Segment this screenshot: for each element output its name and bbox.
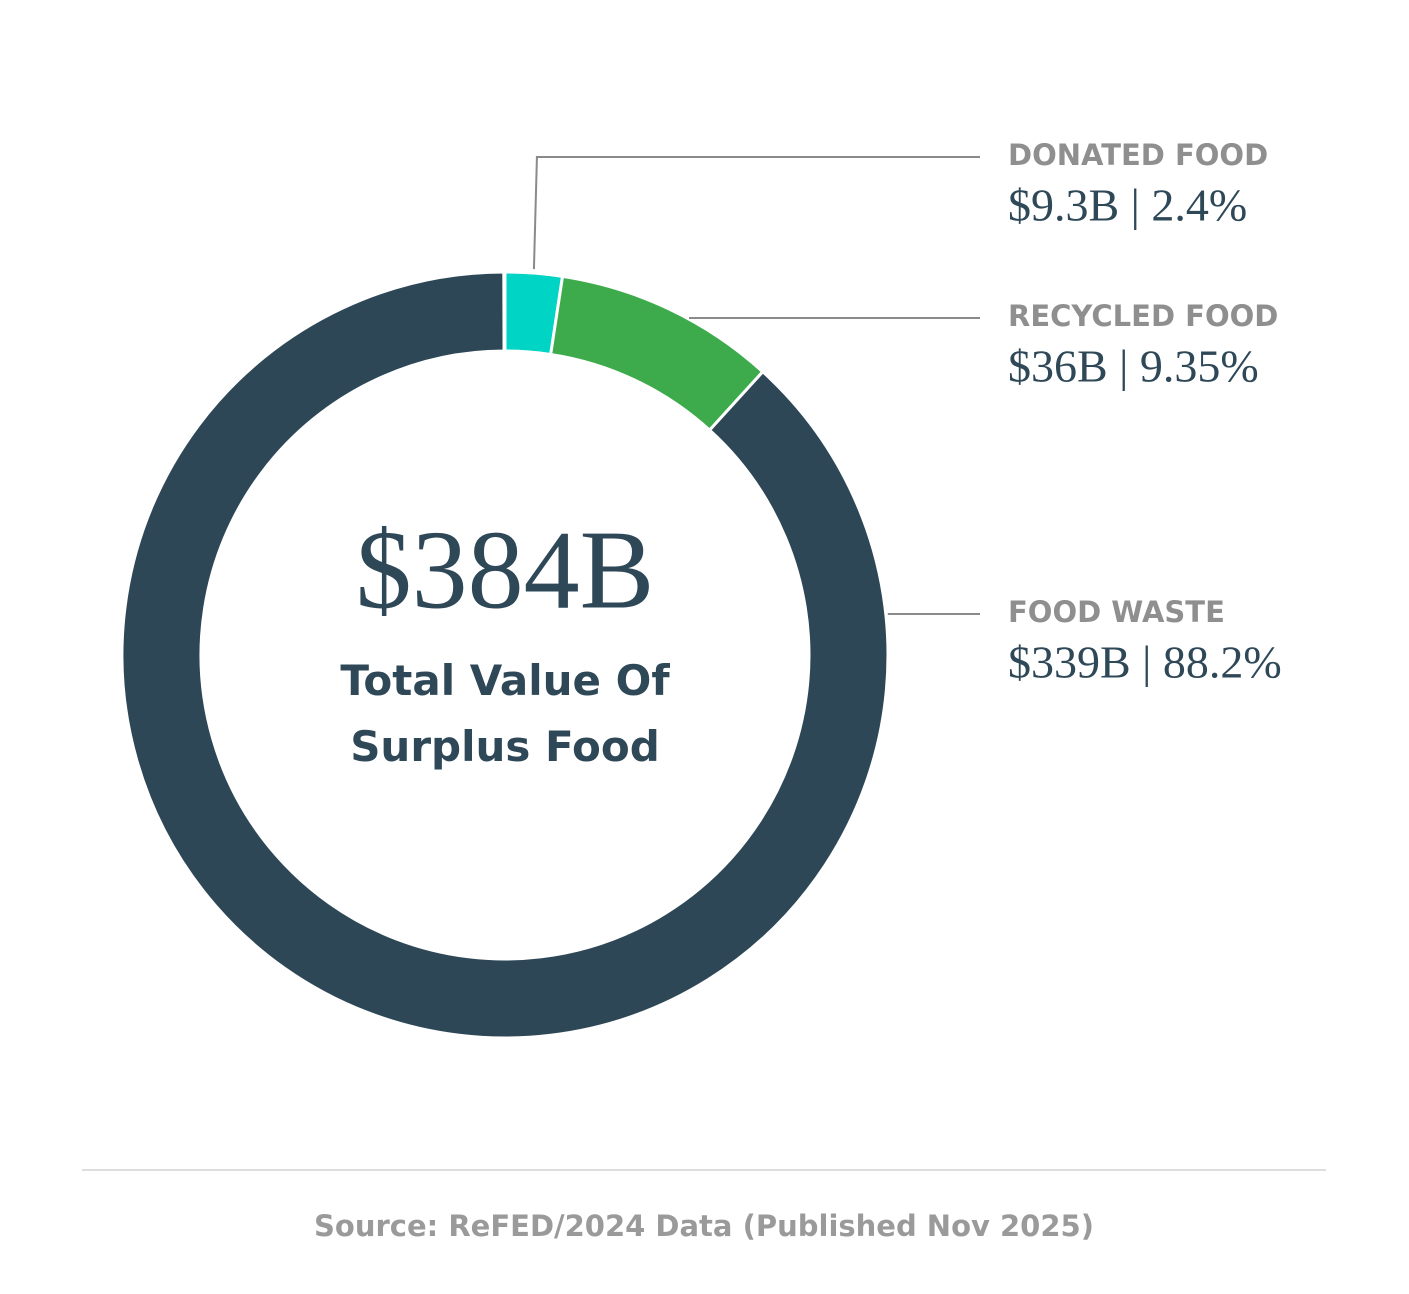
source-note: Source: ReFED/2024 Data (Published Nov 2… [314, 1209, 1094, 1243]
leader-line [532, 156, 980, 270]
donut-segment [120, 270, 890, 1040]
legend-label: RECYCLED FOOD [1008, 299, 1278, 333]
center-value: $384B [356, 509, 655, 633]
legend-label: DONATED FOOD [1008, 138, 1268, 172]
value-label: $36B | 9.35% [1008, 341, 1259, 392]
value-label: $339B | 88.2% [1008, 637, 1282, 688]
value-label: $9.3B | 2.4% [1008, 180, 1247, 231]
legend-label: FOOD WASTE [1008, 595, 1225, 629]
center-caption: Total Value Of Surplus Food [340, 656, 670, 771]
